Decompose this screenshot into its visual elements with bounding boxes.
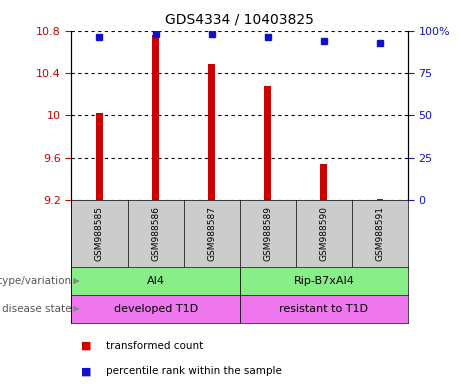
Bar [71,295,240,323]
Text: Rip-B7xAI4: Rip-B7xAI4 [293,276,355,286]
Text: AI4: AI4 [147,276,165,286]
Title: GDS4334 / 10403825: GDS4334 / 10403825 [165,13,314,27]
Bar [240,295,408,323]
Bar [377,199,383,200]
Text: ■: ■ [81,366,91,376]
Text: GSM988591: GSM988591 [375,206,384,261]
Text: resistant to T1D: resistant to T1D [279,304,368,314]
Text: disease state: disease state [2,304,71,314]
Text: GSM988589: GSM988589 [263,206,272,261]
Text: GSM988586: GSM988586 [151,206,160,261]
Text: GSM988590: GSM988590 [319,206,328,261]
Bar [320,164,327,200]
Bar [152,35,159,200]
Text: genotype/variation: genotype/variation [0,276,71,286]
Text: developed T1D: developed T1D [113,304,198,314]
Text: GSM988587: GSM988587 [207,206,216,261]
Bar [240,267,408,295]
Text: GSM988585: GSM988585 [95,206,104,261]
Bar [265,86,271,200]
Text: percentile rank within the sample: percentile rank within the sample [106,366,282,376]
Bar [71,267,240,295]
Bar [96,113,103,200]
Text: ■: ■ [81,341,91,351]
Bar [208,63,215,200]
Text: transformed count: transformed count [106,341,203,351]
